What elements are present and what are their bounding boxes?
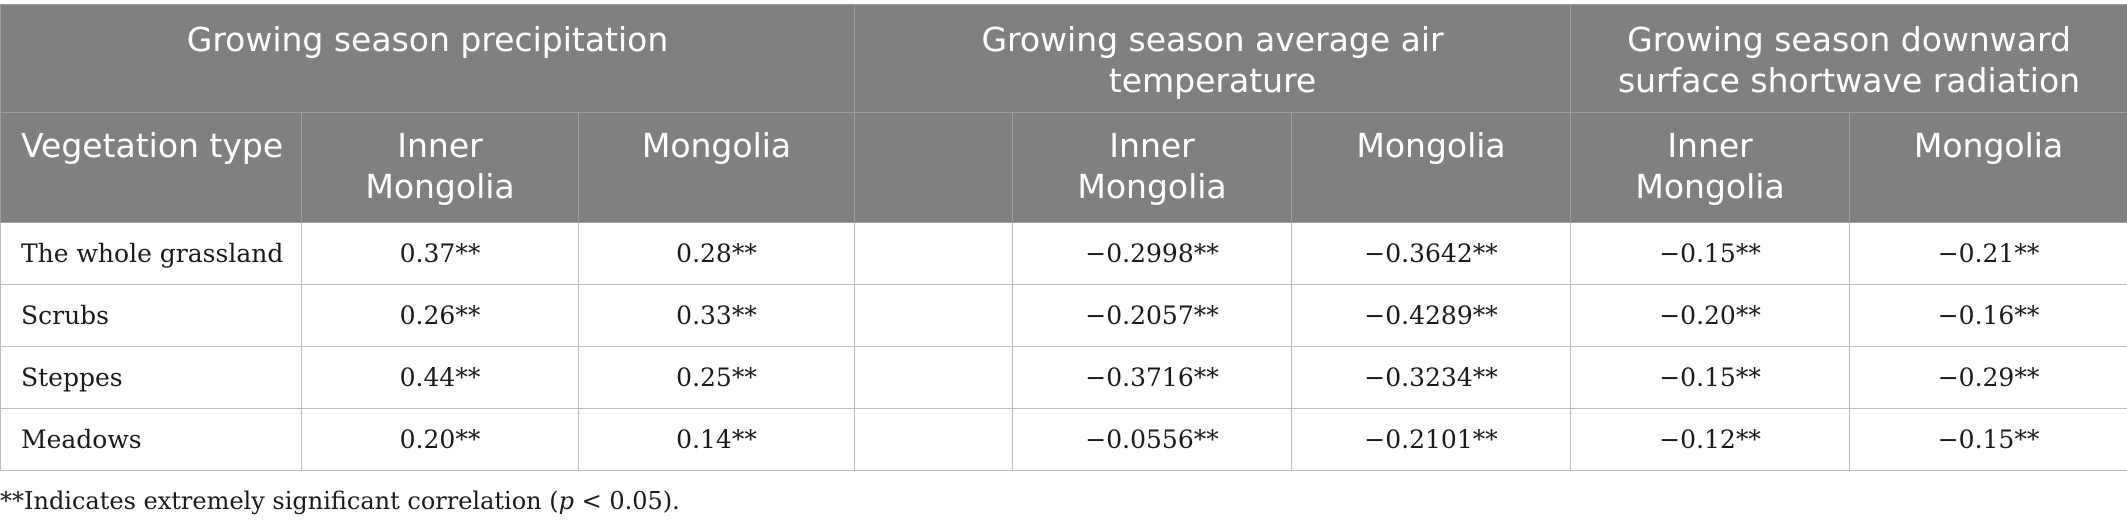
header-column-row: Vegetation type Inner Mongolia Mongolia …: [0, 112, 2127, 223]
temp-mongolia-cell: −0.2101**: [1291, 408, 1572, 471]
column-header-vegetation-type: Vegetation type: [0, 112, 302, 223]
column-header-temp-inner-mongolia: Inner Mongolia: [1012, 112, 1293, 223]
footnote-prefix: **Indicates extremely significant correl…: [0, 487, 559, 515]
rad-inner-mongolia-cell: −0.15**: [1570, 222, 1851, 285]
vegetation-type-cell: Steppes: [0, 346, 302, 409]
table-row: Scrubs 0.26** 0.33** −0.2057** −0.4289**…: [0, 284, 2127, 347]
temp-mongolia-cell: −0.4289**: [1291, 284, 1572, 347]
rad-inner-mongolia-cell: −0.15**: [1570, 346, 1851, 409]
column-header-rad-inner-mongolia: Inner Mongolia: [1570, 112, 1851, 223]
vegetation-type-cell: Scrubs: [0, 284, 302, 347]
precip-inner-mongolia-cell: 0.44**: [301, 346, 579, 409]
vegetation-type-cell: The whole grassland: [0, 222, 302, 285]
precip-inner-mongolia-cell: 0.26**: [301, 284, 579, 347]
temp-mongolia-cell: −0.3642**: [1291, 222, 1572, 285]
vegetation-type-cell: Meadows: [0, 408, 302, 471]
column-header-temp-spacer: [854, 112, 1014, 223]
precip-mongolia-cell: 0.14**: [577, 408, 856, 471]
rad-mongolia-cell: −0.29**: [1849, 346, 2127, 409]
header-group-row: Growing season precipitation Growing sea…: [0, 4, 2127, 113]
temp-spacer-cell: [854, 284, 1014, 347]
footnote-suffix: < 0.05).: [574, 487, 680, 515]
temp-mongolia-cell: −0.3234**: [1291, 346, 1572, 409]
temp-spacer-cell: [854, 408, 1014, 471]
precip-inner-mongolia-cell: 0.20**: [301, 408, 579, 471]
table-body: The whole grassland 0.37** 0.28** −0.299…: [0, 222, 2127, 471]
correlation-table: Growing season precipitation Growing sea…: [0, 4, 2127, 471]
rad-inner-mongolia-cell: −0.20**: [1570, 284, 1851, 347]
column-header-precip-mongolia: Mongolia: [577, 112, 856, 223]
group-header-radiation: Growing season downward surface shortwav…: [1570, 4, 2127, 113]
table-header: Growing season precipitation Growing sea…: [0, 4, 2127, 223]
rad-mongolia-cell: −0.16**: [1849, 284, 2127, 347]
temp-spacer-cell: [854, 222, 1014, 285]
temp-inner-mongolia-cell: −0.2057**: [1012, 284, 1293, 347]
temp-inner-mongolia-cell: −0.3716**: [1012, 346, 1293, 409]
rad-mongolia-cell: −0.15**: [1849, 408, 2127, 471]
rad-inner-mongolia-cell: −0.12**: [1570, 408, 1851, 471]
table-footnote: **Indicates extremely significant correl…: [0, 487, 680, 515]
temp-inner-mongolia-cell: −0.0556**: [1012, 408, 1293, 471]
rad-mongolia-cell: −0.21**: [1849, 222, 2127, 285]
precip-mongolia-cell: 0.33**: [577, 284, 856, 347]
column-header-precip-inner-mongolia: Inner Mongolia: [301, 112, 579, 223]
temp-inner-mongolia-cell: −0.2998**: [1012, 222, 1293, 285]
table-row: The whole grassland 0.37** 0.28** −0.299…: [0, 222, 2127, 285]
temp-spacer-cell: [854, 346, 1014, 409]
column-header-rad-mongolia: Mongolia: [1849, 112, 2127, 223]
group-header-precipitation: Growing season precipitation: [0, 4, 856, 113]
column-header-temp-mongolia: Mongolia: [1291, 112, 1572, 223]
precip-mongolia-cell: 0.25**: [577, 346, 856, 409]
precip-inner-mongolia-cell: 0.37**: [301, 222, 579, 285]
table-row: Meadows 0.20** 0.14** −0.0556** −0.2101*…: [0, 408, 2127, 471]
table-row: Steppes 0.44** 0.25** −0.3716** −0.3234*…: [0, 346, 2127, 409]
footnote-p-symbol: p: [558, 487, 574, 515]
precip-mongolia-cell: 0.28**: [577, 222, 856, 285]
group-header-temperature: Growing season average air temperature: [854, 4, 1572, 113]
